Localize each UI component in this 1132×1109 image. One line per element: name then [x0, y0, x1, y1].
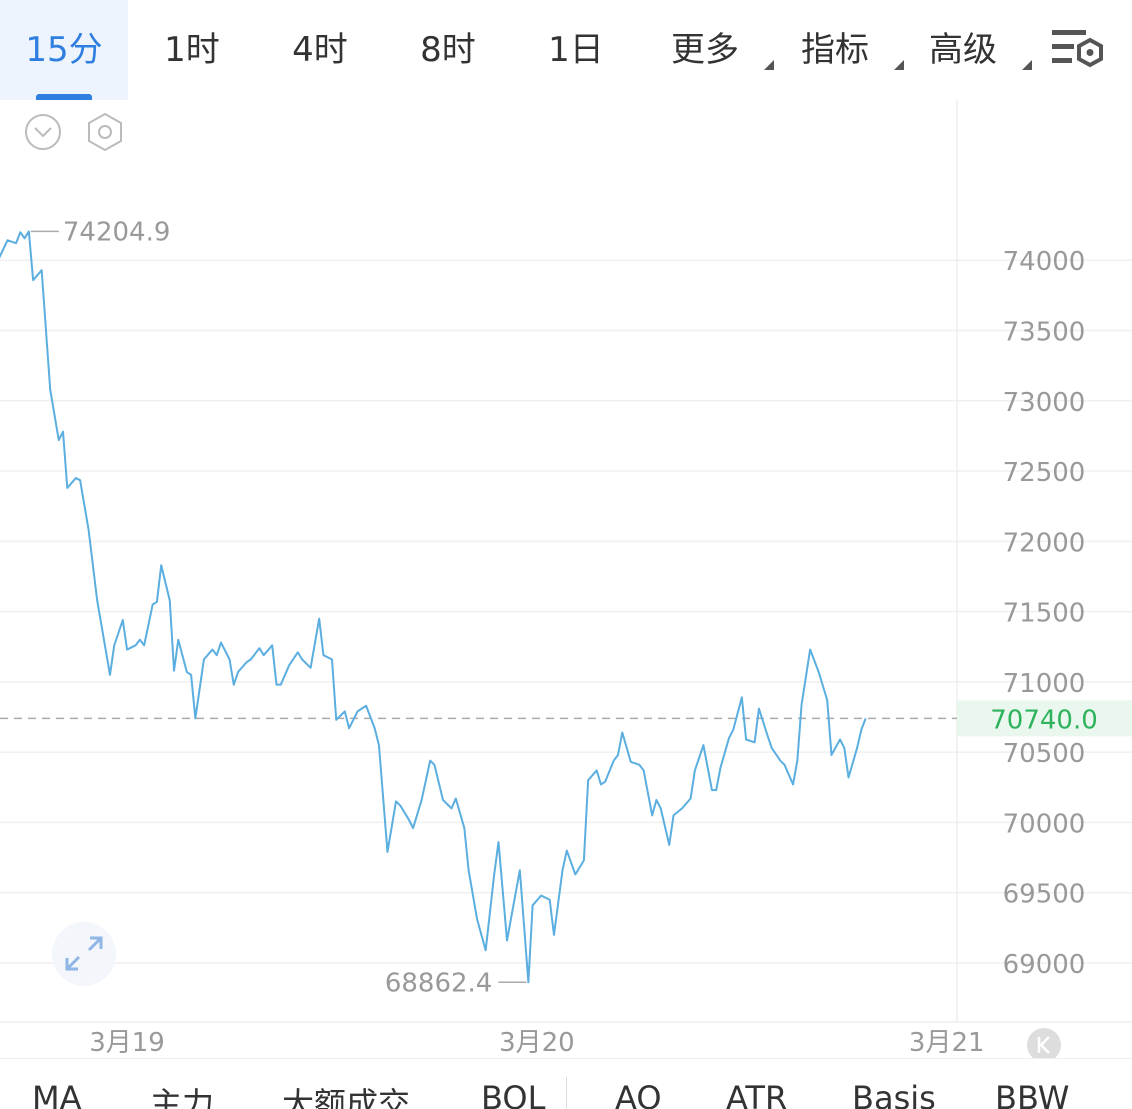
- settings-button[interactable]: [88, 112, 122, 152]
- y-tick-label: 71000: [1003, 669, 1086, 699]
- y-tick-label: 69500: [1003, 880, 1086, 910]
- max-label: 74204.9: [63, 217, 171, 247]
- last-price-label: 70740.0: [990, 705, 1098, 735]
- y-tick-label: 71500: [1003, 599, 1086, 629]
- indicator-tab[interactable]: BBW: [995, 1079, 1070, 1109]
- timeframe-tab[interactable]: 15分: [0, 0, 128, 100]
- y-tick-label: 72000: [1003, 528, 1086, 558]
- indicator-tab[interactable]: 大额成交: [282, 1085, 411, 1109]
- y-tick-label: 70500: [1003, 739, 1086, 769]
- indicator-tab[interactable]: MA: [32, 1079, 82, 1109]
- y-tick-label: 73500: [1003, 318, 1086, 348]
- chart: 69000 69500 70000 70500 71000 71500 72000 72500…: [0, 30, 1132, 1058]
- indicator-tab[interactable]: 主力: [150, 1085, 215, 1109]
- collapse-button[interactable]: [25, 114, 61, 150]
- y-tick-label: 69000: [1003, 950, 1086, 980]
- expand-button[interactable]: [52, 922, 116, 986]
- timeframe-tab[interactable]: 更多: [650, 0, 774, 100]
- chart-settings-icon[interactable]: [1052, 30, 1103, 68]
- timeframe-tab[interactable]: 高级: [908, 0, 1032, 100]
- y-tick-label: 74000: [1003, 247, 1086, 277]
- indicator-tab[interactable]: AO: [615, 1079, 662, 1109]
- last-price-badge: [957, 700, 1132, 737]
- x-tick-label: 3月21: [909, 1028, 985, 1058]
- indicator-tab[interactable]: BOL: [481, 1079, 546, 1109]
- y-tick-label: 70000: [1003, 809, 1086, 839]
- y-tick-label: 72500: [1003, 458, 1086, 488]
- indicator-bar: MA 主力 大额成交 BOL AO ATR Basis BBW: [0, 1058, 1132, 1109]
- y-tick-label: 73000: [1003, 388, 1086, 418]
- min-label: 68862.4: [385, 968, 493, 998]
- x-tick-label: 3月19: [89, 1028, 165, 1058]
- separator: [566, 1077, 567, 1109]
- timeframe-tabs: 15分 1时 4时 8时 1日 更多 指标 高级: [0, 0, 1132, 100]
- price-line: [0, 230, 867, 984]
- timeframe-tab[interactable]: 1时: [164, 30, 220, 70]
- scroll-latest-button[interactable]: [1027, 1028, 1061, 1058]
- dropdown-arrow: [894, 60, 904, 70]
- indicator-tab[interactable]: ATR: [726, 1079, 788, 1109]
- dropdown-arrow: [1022, 60, 1032, 70]
- timeframe-tab[interactable]: 指标: [780, 0, 904, 100]
- timeframe-tab[interactable]: 4时: [292, 30, 348, 70]
- timeframe-tab[interactable]: 1日: [548, 30, 604, 70]
- indicator-tab[interactable]: Basis: [852, 1079, 936, 1109]
- timeframe-tab[interactable]: 8时: [420, 30, 476, 70]
- x-tick-label: 3月20: [499, 1028, 575, 1058]
- dropdown-arrow: [764, 60, 774, 70]
